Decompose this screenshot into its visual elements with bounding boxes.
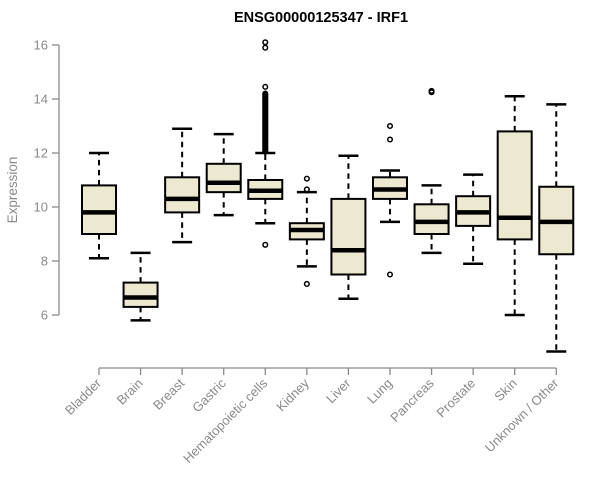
y-tick-label: 10: [34, 200, 48, 215]
y-tick-label: 6: [41, 308, 48, 323]
y-tick-label: 14: [34, 92, 48, 107]
chart-title: ENSG00000125347 - IRF1: [234, 10, 408, 26]
y-tick-label: 12: [34, 146, 48, 161]
boxplot-hematopoietic-cells: [247, 39, 284, 248]
outlier-point: [262, 39, 269, 46]
outlier-point: [262, 44, 269, 51]
outlier-point: [386, 136, 394, 143]
outlier-point: [386, 271, 394, 278]
boxplot-skin: [496, 95, 533, 317]
y-tick-label: 8: [41, 254, 48, 269]
iqr-box: [496, 130, 533, 241]
boxplot-pancreas: [413, 87, 450, 255]
y-tick-label: 16: [34, 38, 48, 53]
boxplot-prostate: [455, 173, 492, 265]
iqr-box: [205, 162, 242, 194]
outlier-point: [262, 241, 269, 248]
iqr-box: [330, 197, 367, 276]
x-tick-label: Breast: [150, 375, 187, 412]
boxplot-liver: [330, 154, 367, 301]
x-tick-label: Kidney: [273, 375, 312, 414]
y-axis: 6 8 10 12 14 16: [34, 38, 60, 323]
boxplot-kidney: [288, 175, 325, 288]
outlier-point: [428, 87, 435, 94]
outlier-point: [303, 186, 310, 193]
x-tick-label: Gastric: [189, 375, 229, 415]
outlier-point: [303, 280, 310, 288]
boxplot-unknown-other: [538, 103, 575, 353]
x-tick-label: Skin: [491, 376, 519, 404]
boxplot-lung: [371, 122, 408, 278]
x-tick-label: Liver: [323, 375, 354, 406]
x-tick-label: Pancreas: [387, 375, 437, 425]
x-tick-label: Bladder: [62, 375, 105, 418]
boxplot-breast: [164, 127, 201, 244]
boxplot-bladder: [81, 151, 117, 260]
iqr-box: [413, 203, 450, 236]
iqr-box: [164, 176, 201, 214]
iqr-box: [122, 281, 159, 308]
iqr-box: [81, 184, 117, 235]
x-tick-label: Prostate: [433, 376, 478, 421]
y-axis-label: Expression: [5, 157, 20, 224]
x-tick-label: Brain: [114, 376, 146, 408]
x-tick-label: Lung: [364, 376, 395, 407]
outlier-point: [386, 122, 394, 130]
outlier-point: [303, 175, 310, 182]
outlier-point: [262, 90, 269, 97]
outlier-point: [262, 83, 269, 90]
boxplot-series: [81, 39, 575, 353]
boxplot-gastric: [205, 132, 242, 217]
boxplot-brain: [122, 251, 159, 322]
x-tick-label: Unknown / Other: [482, 375, 562, 455]
